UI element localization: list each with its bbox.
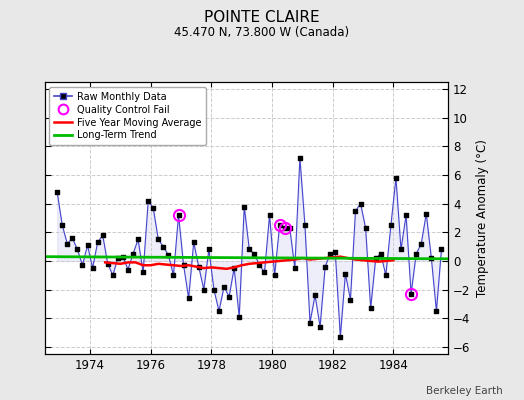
Point xyxy=(190,239,198,246)
Point xyxy=(306,319,314,326)
Point xyxy=(387,222,395,228)
Point xyxy=(194,264,203,270)
Point xyxy=(124,266,132,273)
Point xyxy=(159,244,168,250)
Text: Berkeley Earth: Berkeley Earth xyxy=(427,386,503,396)
Point xyxy=(341,271,350,277)
Point xyxy=(108,272,117,278)
Point xyxy=(63,240,71,247)
Point xyxy=(53,189,61,196)
Point xyxy=(139,269,147,276)
Point xyxy=(240,203,248,210)
Point xyxy=(437,246,445,253)
Point xyxy=(149,205,157,211)
Point xyxy=(184,295,193,301)
Point xyxy=(417,240,425,247)
Point xyxy=(114,255,122,261)
Point xyxy=(366,305,375,311)
Point xyxy=(381,272,390,278)
Point xyxy=(119,254,127,260)
Point xyxy=(432,308,441,314)
Y-axis label: Temperature Anomaly (°C): Temperature Anomaly (°C) xyxy=(476,139,489,297)
Point xyxy=(351,208,359,214)
Point xyxy=(210,286,218,293)
Point xyxy=(286,225,294,231)
Point xyxy=(397,246,405,253)
Point xyxy=(407,291,416,297)
Point xyxy=(200,286,208,293)
Point xyxy=(78,262,86,268)
Point xyxy=(179,262,188,268)
Point xyxy=(291,265,299,271)
Point xyxy=(280,225,289,231)
Point xyxy=(311,292,319,298)
Point xyxy=(93,239,102,246)
Point xyxy=(215,308,223,314)
Point xyxy=(377,250,385,257)
Point xyxy=(412,250,420,257)
Point xyxy=(427,255,435,261)
Point xyxy=(301,222,309,228)
Point xyxy=(276,222,284,228)
Point xyxy=(326,250,334,257)
Point xyxy=(270,272,279,278)
Point xyxy=(372,255,380,261)
Point xyxy=(245,246,254,253)
Point xyxy=(58,222,67,228)
Point xyxy=(362,225,370,231)
Point xyxy=(129,250,137,257)
Point xyxy=(250,250,258,257)
Point xyxy=(134,236,142,243)
Point xyxy=(169,272,178,278)
Point xyxy=(144,198,152,204)
Point xyxy=(68,235,77,241)
Point xyxy=(392,175,400,181)
Point xyxy=(205,246,213,253)
Point xyxy=(321,264,330,270)
Point xyxy=(356,200,365,207)
Point xyxy=(265,212,274,218)
Point xyxy=(225,294,233,300)
Point xyxy=(89,265,97,271)
Point xyxy=(260,269,269,276)
Text: POINTE CLAIRE: POINTE CLAIRE xyxy=(204,10,320,25)
Point xyxy=(346,296,355,303)
Point xyxy=(174,212,183,218)
Point xyxy=(336,334,344,340)
Point xyxy=(83,242,92,248)
Point xyxy=(316,324,324,330)
Point xyxy=(73,246,82,253)
Point xyxy=(154,236,162,243)
Point xyxy=(255,262,264,268)
Point xyxy=(296,155,304,161)
Point xyxy=(331,249,340,256)
Point xyxy=(164,252,172,258)
Point xyxy=(235,314,244,320)
Point xyxy=(230,265,238,271)
Point xyxy=(104,261,112,267)
Point xyxy=(220,284,228,290)
Text: 45.470 N, 73.800 W (Canada): 45.470 N, 73.800 W (Canada) xyxy=(174,26,350,39)
Legend: Raw Monthly Data, Quality Control Fail, Five Year Moving Average, Long-Term Tren: Raw Monthly Data, Quality Control Fail, … xyxy=(49,87,206,145)
Point xyxy=(99,232,107,238)
Point xyxy=(402,212,410,218)
Point xyxy=(422,210,430,217)
